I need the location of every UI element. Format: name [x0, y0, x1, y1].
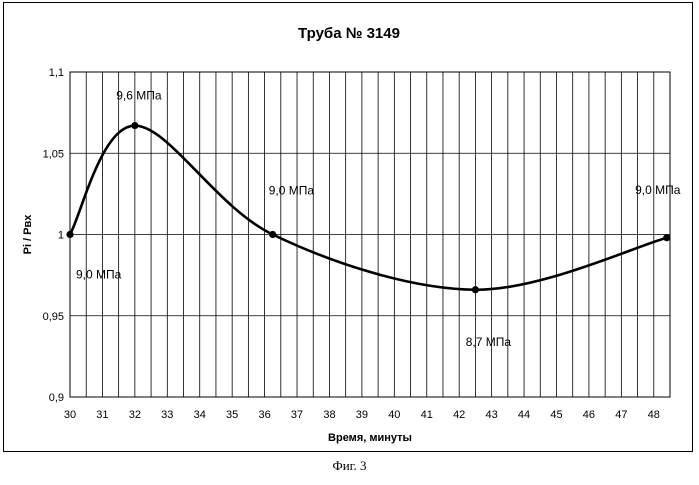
x-tick-label: 36	[258, 409, 270, 421]
x-tick-label: 30	[64, 409, 76, 421]
x-tick-label: 38	[323, 409, 335, 421]
x-tick-label: 44	[518, 409, 530, 421]
x-tick-label: 34	[194, 409, 206, 421]
x-tick-label: 45	[550, 409, 562, 421]
x-tick-label: 47	[615, 409, 627, 421]
figure-caption: Фиг. 3	[0, 458, 699, 474]
data-point	[472, 286, 479, 293]
x-tick-label: 42	[453, 409, 465, 421]
y-tick-label: 0,95	[43, 311, 64, 323]
x-tick-label: 31	[96, 409, 108, 421]
x-tick-label: 46	[583, 409, 595, 421]
x-axis-label: Время, минуты	[328, 432, 412, 444]
chart: Труба № 3149 0,9 0,95 1 1,05 1,1 30 31 32 33 34 35 3…	[0, 0, 699, 455]
data-point	[269, 231, 276, 238]
chart-title: Труба № 3149	[298, 25, 400, 42]
x-tick-label: 43	[485, 409, 497, 421]
data-label: 9,0 МПа	[635, 183, 681, 197]
x-tick-label: 39	[356, 409, 368, 421]
data-point	[66, 231, 73, 238]
y-tick-label: 1	[58, 230, 64, 242]
y-axis-label: Pi / Рвх	[22, 214, 34, 255]
x-tick-label: 40	[388, 409, 400, 421]
x-tick-label: 41	[421, 409, 433, 421]
data-label: 9,0 МПа	[76, 268, 122, 282]
y-tick-label: 1,1	[49, 67, 64, 79]
data-point	[663, 234, 670, 241]
data-point	[131, 122, 138, 129]
y-tick-label: 1,05	[43, 148, 64, 160]
x-tick-label: 48	[648, 409, 660, 421]
x-tick-label: 35	[226, 409, 238, 421]
x-tick-label: 32	[129, 409, 141, 421]
data-label: 9,6 МПа	[116, 89, 162, 103]
y-tick-label: 0,9	[49, 392, 64, 404]
x-tick-label: 33	[161, 409, 173, 421]
data-label: 9,0 МПа	[269, 184, 315, 198]
x-tick-label: 37	[291, 409, 303, 421]
series-line	[70, 126, 667, 290]
data-label: 8,7 МПа	[466, 335, 512, 349]
